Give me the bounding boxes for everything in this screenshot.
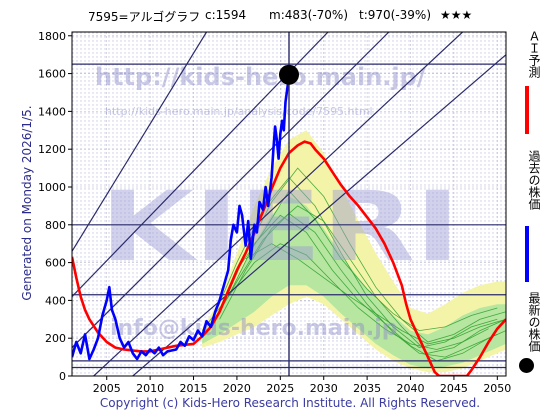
x-tick-label-2045: 2045 [440,382,468,395]
y-tick-label-1200: 1200 [38,143,66,156]
y-axis: 0 200 400 600 800 1000 1200 1400 1600 1800 [38,30,72,383]
sim-line-4 [227,214,506,362]
x-tick-label-2030: 2030 [310,382,338,395]
y-tick-label-600: 600 [45,257,66,270]
sim-line-1 [219,167,506,343]
generated-label: Generated on Monday 2026/1/5. [20,35,34,370]
watermarks: http://kids-hero.main.jp/ http://kids-he… [95,63,460,341]
y-tick-label-800: 800 [45,219,66,232]
legend-latest-dot [519,358,534,373]
y-tick-label-1400: 1400 [38,105,66,118]
header-min: m:483(-70%) [269,8,349,22]
x-tick-label-2020: 2020 [223,382,251,395]
y-tick-label-400: 400 [45,294,66,307]
legend-past-label: 過去の株価 [527,150,541,210]
header-stars: ★★★ [440,8,473,22]
watermark-url-small: http://kids-hero.main.jp/analysis/code/7… [105,105,373,118]
x-tick-label-2040: 2040 [397,382,425,395]
header-current: c:1594 [205,8,247,22]
copyright: Copyright (c) Kids-Hero Research Institu… [99,396,481,410]
legend-ai-label: ＡＩ予測 [527,30,541,78]
x-tick-label-2015: 2015 [180,382,208,395]
plot-frame [71,31,507,377]
legend-ai-swatch [525,86,529,134]
current-price-point [279,64,299,85]
y-tick-label-200: 200 [45,332,66,345]
y-tick-label-0: 0 [59,370,66,383]
header-target: t:970(-39%) [359,8,432,22]
x-axis: 2005 2010 2015 2020 2025 2030 2035 2040 2045 2050 [93,376,511,395]
trend-line-4 [132,54,506,376]
trend-line-0 [72,32,208,252]
y-tick-label-1600: 1600 [38,68,66,81]
sim-line-3 [219,205,506,354]
trend-lines [72,32,506,376]
sim-line-2 [210,212,498,358]
legend-past-swatch [525,226,529,282]
sim-line-6 [236,190,498,332]
y-tick-label-1000: 1000 [38,181,66,194]
x-tick-label-2010: 2010 [136,382,164,395]
x-tick-label-2035: 2035 [353,382,381,395]
past-price-line [72,74,291,361]
x-tick-label-2005: 2005 [93,382,121,395]
y-tick-label-1800: 1800 [38,30,66,43]
generated-text: Generated on Monday 2026/1/5. [20,104,34,301]
header-code: 7595=アルゴグラフ [88,10,201,24]
trend-line-3 [93,32,464,376]
watermark-url-big: http://kids-hero.main.jp/ [95,63,426,91]
watermark-email: info@kids-hero.main.jp [110,316,398,341]
x-tick-label-2025: 2025 [266,382,294,395]
legend: ＡＩ予測 過去の株価 最新の株価 [519,30,550,375]
x-tick-label-2050: 2050 [483,382,511,395]
band-inner [202,196,506,369]
trend-line-2 [72,32,390,349]
watermark-brand: KIERI [100,171,460,283]
legend-latest-label: 最新の株価 [527,292,541,352]
